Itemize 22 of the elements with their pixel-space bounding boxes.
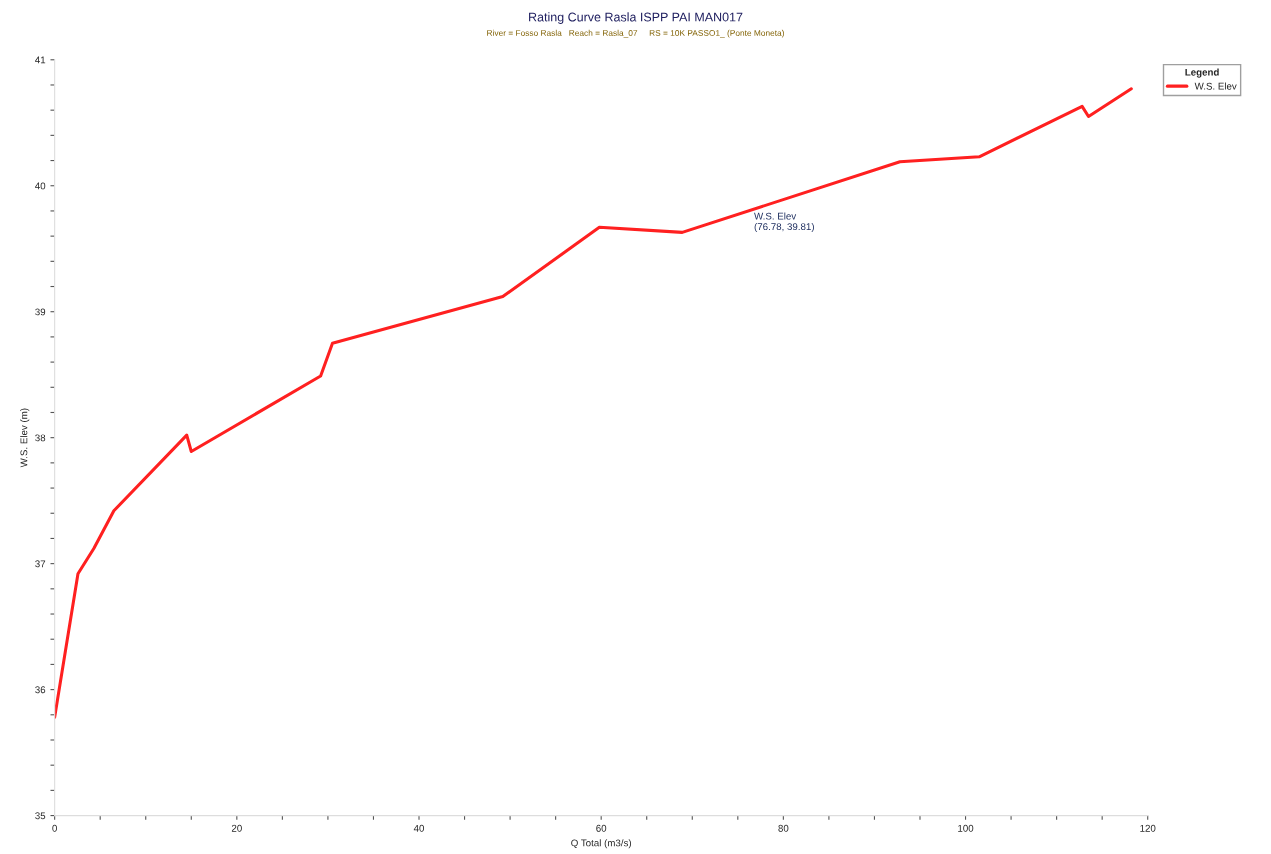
x-tick-label: 120 <box>1140 824 1156 832</box>
legend-label: W.S. Elev <box>1194 82 1237 90</box>
x-tick-label: 100 <box>958 824 974 832</box>
y-tick-label: 36 <box>35 686 46 694</box>
chart-subtitle: River = Fosso Rasla Reach = Rasla_07 RS = 10K PASSO1_ (Ponte Moneta) <box>487 29 784 38</box>
line-series <box>54 87 1133 719</box>
x-tick-label: 80 <box>778 824 789 832</box>
y-tick-label: 38 <box>35 434 46 442</box>
y-tick-label: 35 <box>35 812 46 820</box>
x-tick-label: 0 <box>52 824 57 832</box>
y-tick-label: 37 <box>35 560 46 568</box>
y-tick-label: 39 <box>35 308 46 316</box>
annotation: W.S. Elev (76.78, 39.81) <box>754 212 814 232</box>
x-tick-label: 60 <box>596 824 607 832</box>
y-tick-label: 40 <box>35 182 46 190</box>
chart-title: Rating Curve Rasla ISPP PAI MAN017 <box>529 12 743 24</box>
x-axis-title: Q Total (m3/s) <box>571 839 632 849</box>
x-tick-label: 20 <box>231 824 242 832</box>
x-tick-label: 40 <box>413 824 425 832</box>
y-tick-label: 41 <box>35 56 46 64</box>
y-axis-title: W.S. Elev (m) <box>20 408 30 468</box>
legend-title: Legend <box>1185 68 1219 78</box>
